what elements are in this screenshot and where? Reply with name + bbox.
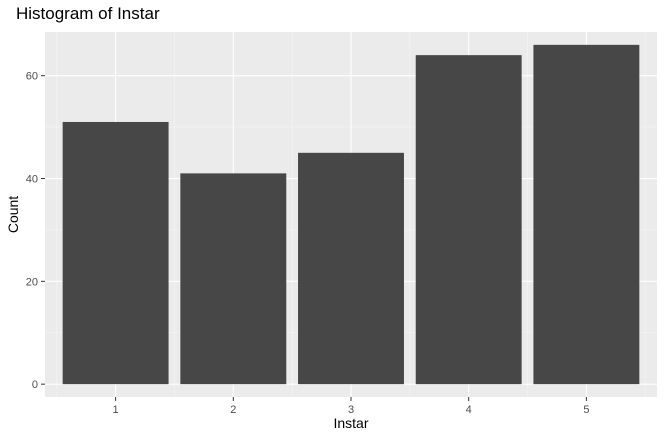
x-tick-label: 1 bbox=[113, 404, 119, 416]
y-tick-label: 20 bbox=[26, 276, 38, 288]
x-tick-label: 2 bbox=[230, 404, 236, 416]
chart-title: Histogram of Instar bbox=[16, 4, 160, 23]
y-axis-title: Count bbox=[5, 196, 21, 233]
bar bbox=[533, 44, 640, 385]
x-axis-title: Instar bbox=[333, 415, 368, 431]
y-tick-label: 60 bbox=[26, 71, 38, 83]
bar bbox=[180, 173, 287, 385]
bar bbox=[298, 152, 404, 385]
bars bbox=[62, 44, 640, 385]
y-tick-label: 0 bbox=[32, 379, 38, 391]
x-tick-label: 5 bbox=[583, 404, 589, 416]
y-tick-label: 40 bbox=[26, 174, 38, 186]
bar bbox=[415, 55, 522, 385]
axes: 0 20 40 60 1 2 3 4 5 bbox=[26, 71, 590, 416]
x-tick-label: 3 bbox=[348, 404, 354, 416]
x-tick-label: 4 bbox=[466, 404, 472, 416]
bar bbox=[62, 121, 169, 385]
